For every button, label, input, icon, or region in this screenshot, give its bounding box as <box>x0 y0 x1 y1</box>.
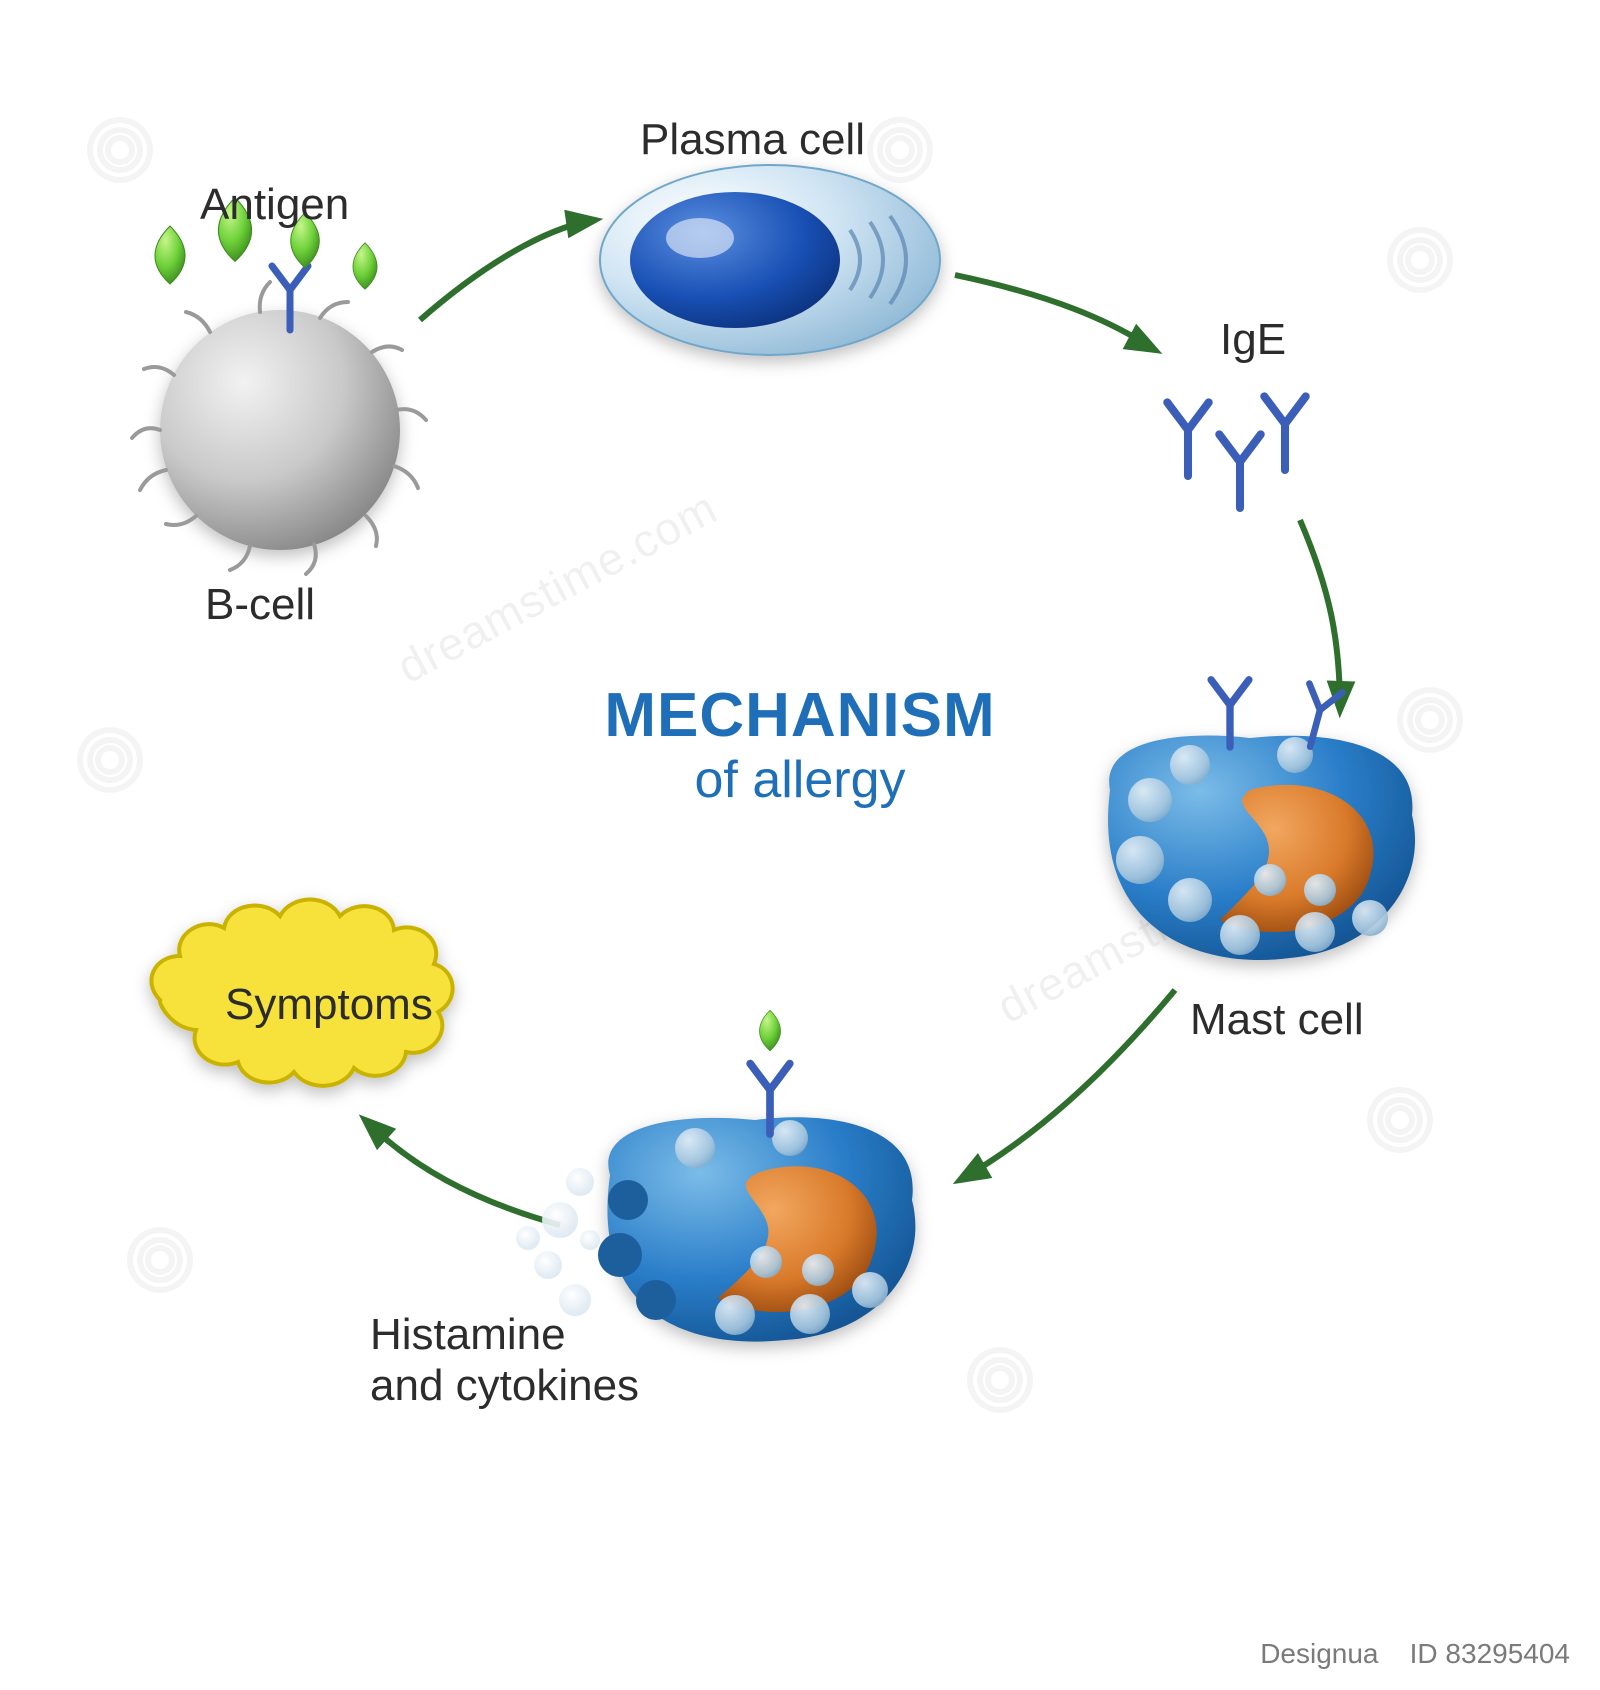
footer-author: Designua <box>1260 1638 1378 1669</box>
label-symptoms: Symptoms <box>225 980 433 1030</box>
footer-credits: Designua ID 83295404 <box>1260 1638 1570 1670</box>
mast-cell-release-node <box>516 1010 915 1341</box>
plasma-cell-node <box>600 165 940 355</box>
diagram-title-line2: of allergy <box>0 750 1600 810</box>
label-mast: Mast cell <box>1190 995 1364 1045</box>
bcell-node <box>132 227 426 574</box>
label-bcell: B-cell <box>205 580 315 630</box>
label-plasma: Plasma cell <box>640 115 865 165</box>
diagram-svg <box>0 0 1600 1690</box>
label-histamine: Histamine and cytokines <box>370 1310 639 1411</box>
label-ige: IgE <box>1220 315 1286 365</box>
diagram-title-line1: MECHANISM <box>0 680 1600 751</box>
diagram-stage: dreamstime.com dreamstime.com <box>0 0 1600 1690</box>
footer-id: ID 83295404 <box>1410 1638 1570 1669</box>
ige-node <box>1167 396 1305 508</box>
label-antigen: Antigen <box>200 180 349 230</box>
